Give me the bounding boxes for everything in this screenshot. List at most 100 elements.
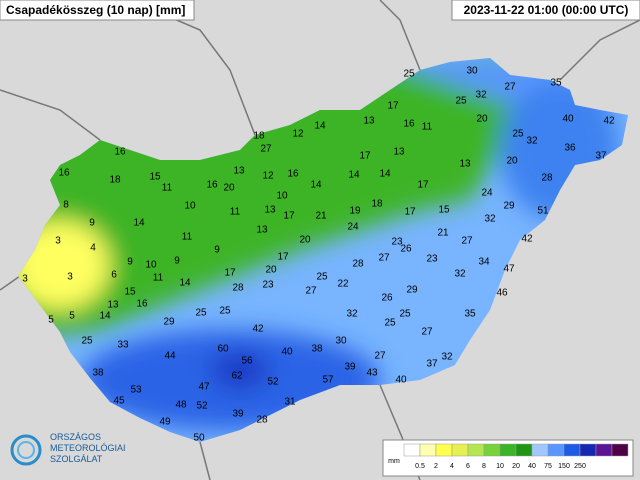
station-value: 27 (305, 286, 317, 297)
station-value: 13 (264, 205, 276, 216)
station-value: 35 (464, 309, 476, 320)
station-value: 34 (478, 257, 490, 268)
station-value: 32 (526, 136, 538, 147)
station-value: 27 (461, 236, 473, 247)
time-box (451, 0, 640, 21)
station-value: 25 (403, 69, 415, 80)
station-value: 23 (262, 280, 274, 291)
legend-swatch (467, 443, 485, 457)
legend-tick: 0.5 (415, 463, 425, 470)
station-value: 13 (256, 225, 268, 236)
station-value: 3 (22, 274, 28, 285)
station-value: 10 (276, 191, 288, 202)
station-value: 47 (198, 382, 210, 393)
station-value: 14 (179, 278, 191, 289)
legend-swatch (483, 443, 501, 457)
station-value: 10 (145, 260, 157, 271)
station-value: 17 (404, 207, 416, 218)
station-value: 52 (267, 377, 279, 388)
station-value: 45 (113, 396, 125, 407)
legend-swatch (531, 443, 549, 457)
legend-swatch (563, 443, 581, 457)
station-value: 25 (81, 336, 93, 347)
station-value: 33 (117, 340, 129, 351)
station-value: 15 (438, 205, 450, 216)
station-value: 38 (92, 368, 104, 379)
station-value: 25 (512, 129, 524, 140)
station-value: 28 (352, 259, 364, 270)
station-value: 51 (537, 206, 549, 217)
station-value: 20 (506, 156, 518, 167)
legend-tick: 4 (450, 463, 454, 470)
station-value: 49 (159, 417, 171, 428)
station-value: 11 (422, 122, 433, 133)
station-value: 3 (67, 272, 73, 283)
station-value: 21 (315, 211, 327, 222)
station-value: 39 (232, 409, 244, 420)
station-value: 13 (107, 300, 119, 311)
station-value: 36 (564, 143, 576, 154)
station-value: 22 (337, 279, 349, 290)
station-value: 30 (335, 336, 347, 347)
station-value: 25 (316, 272, 328, 283)
station-value: 21 (437, 228, 449, 239)
station-value: 48 (175, 400, 187, 411)
station-value: 40 (395, 375, 407, 386)
station-value: 28 (232, 283, 244, 294)
station-value: 42 (603, 116, 615, 127)
station-value: 32 (441, 352, 453, 363)
station-value: 38 (311, 344, 323, 355)
station-value: 16 (206, 180, 218, 191)
legend-swatch (435, 443, 453, 457)
station-value: 14 (314, 121, 326, 132)
station-value: 25 (384, 318, 396, 329)
station-value: 4 (90, 243, 96, 254)
logo-text: ORSZÁGOS (50, 432, 101, 442)
station-value: 35 (550, 78, 562, 89)
station-value: 50 (193, 433, 205, 444)
legend-swatch (419, 443, 437, 457)
station-value: 40 (562, 114, 574, 125)
station-value: 14 (348, 170, 360, 181)
station-value: 28 (541, 173, 553, 184)
station-value: 26 (400, 244, 412, 255)
station-value: 23 (391, 237, 403, 248)
station-value: 37 (595, 151, 607, 162)
station-value: 53 (130, 385, 142, 396)
station-value: 20 (299, 235, 311, 246)
station-value: 16 (58, 168, 70, 179)
station-value: 39 (344, 362, 356, 373)
legend-swatch (499, 443, 517, 457)
station-value: 52 (196, 401, 208, 412)
station-value: 47 (503, 264, 515, 275)
station-value: 62 (231, 371, 243, 382)
legend-swatch (403, 443, 421, 457)
station-value: 17 (387, 101, 399, 112)
station-value: 57 (322, 375, 334, 386)
station-value: 44 (164, 351, 176, 362)
station-value: 25 (455, 96, 467, 107)
station-value: 3 (55, 236, 61, 247)
station-value: 20 (476, 114, 488, 125)
station-value: 17 (283, 211, 295, 222)
station-value: 5 (69, 311, 75, 322)
station-value: 24 (347, 222, 359, 233)
station-value: 27 (260, 144, 272, 155)
station-value: 60 (217, 344, 229, 355)
station-value: 25 (399, 309, 411, 320)
legend-swatch (579, 443, 597, 457)
station-value: 13 (393, 147, 405, 158)
legend-tick: 8 (482, 463, 486, 470)
legend-tick: 75 (544, 463, 552, 470)
station-value: 15 (124, 287, 136, 298)
logo: ORSZÁGOS METEOROLÓGIAI SZOLGÁLAT (10, 432, 126, 466)
legend-swatch (547, 443, 565, 457)
station-value: 17 (417, 180, 429, 191)
station-value: 5 (48, 315, 54, 326)
station-value: 18 (253, 131, 265, 142)
station-value: 20 (223, 183, 235, 194)
title-box (0, 0, 195, 21)
station-value: 29 (406, 285, 418, 296)
